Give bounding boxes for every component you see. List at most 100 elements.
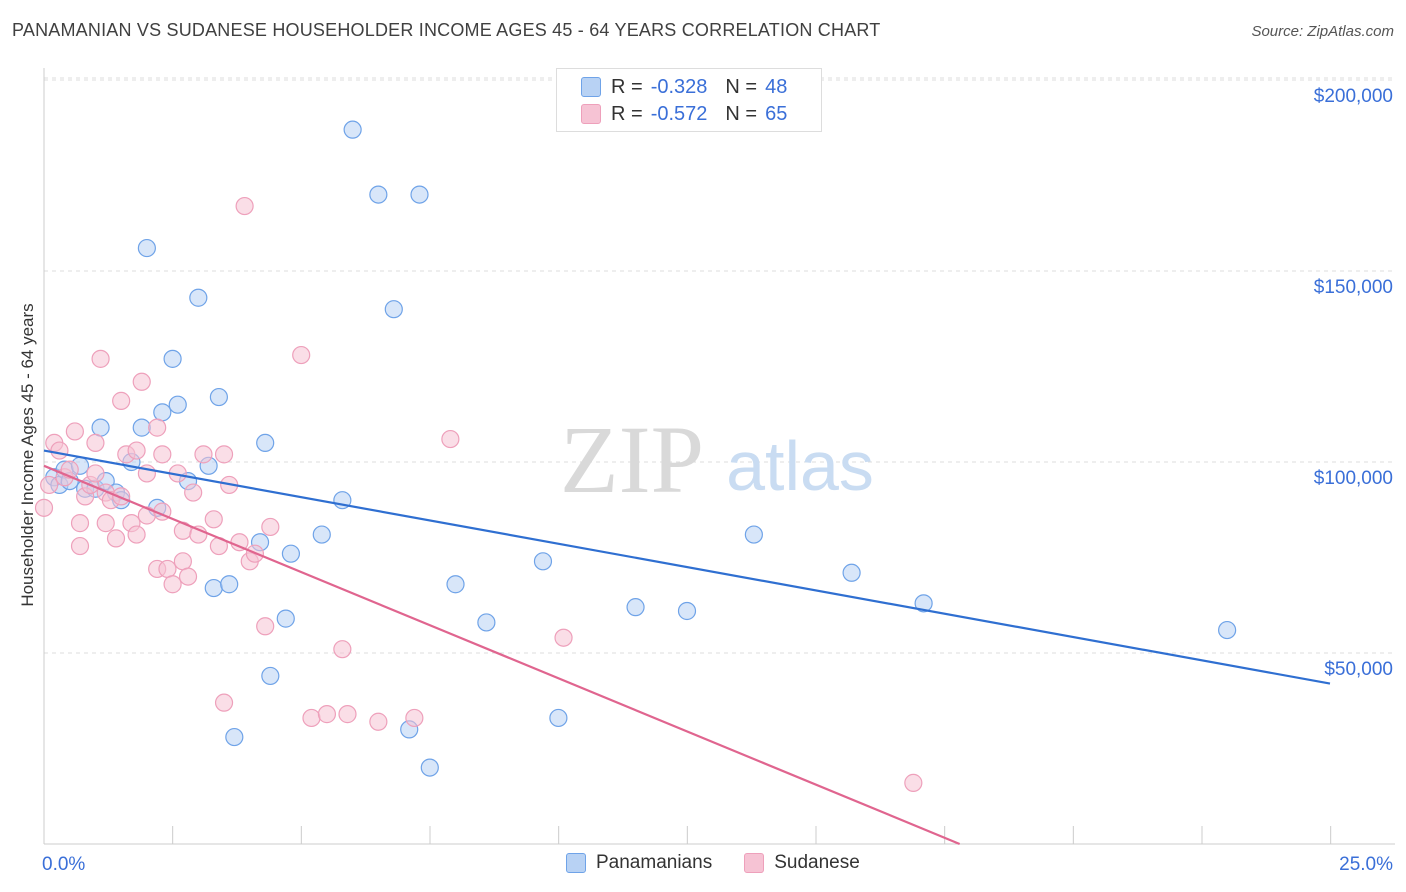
sudanese-point	[178, 567, 198, 586]
sudanese-point	[70, 514, 90, 533]
legend-n-label: N =	[725, 102, 758, 125]
sudanese-point	[163, 575, 182, 594]
sudanese-point	[184, 483, 203, 502]
panamanian-point	[744, 525, 763, 544]
panamanian-point	[312, 525, 331, 544]
panamanian-point	[549, 708, 568, 728]
legend-label-panamanians: Panamanians	[596, 852, 713, 873]
panamanian-point	[91, 418, 110, 437]
sudanese-point	[261, 517, 280, 537]
y-tick-label: $150,000	[1314, 277, 1393, 298]
sudanese-point	[302, 708, 321, 728]
legend-row-sudanese: R = -0.572 N = 65	[581, 102, 787, 126]
sudanese-point	[153, 445, 172, 464]
panamanian-point	[209, 387, 228, 407]
sudanese-point	[405, 708, 424, 728]
stats-legend: R = -0.328 N = 48 R = -0.572 N = 65	[556, 68, 822, 132]
panamanian-point	[1218, 620, 1237, 640]
panamanian-point	[477, 613, 496, 632]
sudanese-point	[112, 391, 131, 410]
sudanese-point	[148, 418, 167, 437]
sudanese-point	[86, 464, 105, 483]
panamanian-point	[225, 727, 244, 747]
legend-swatch-blue	[566, 853, 586, 873]
panamanian-point	[163, 349, 182, 368]
sudanese-point	[256, 617, 275, 636]
panamanian-point	[256, 433, 275, 452]
panamanian-point	[261, 666, 280, 686]
panamanian-point	[369, 185, 388, 204]
sudanese-point	[96, 514, 115, 533]
sudanese-point	[127, 525, 146, 544]
panamanian-point	[220, 575, 239, 594]
sudanese-point	[317, 705, 337, 724]
panamanian-point	[410, 185, 429, 204]
legend-r-value: -0.572	[650, 102, 708, 125]
x-tick-label: 25.0%	[1339, 854, 1393, 875]
sudanese-point	[40, 475, 59, 495]
panamanian-point	[343, 120, 362, 139]
sudanese-point	[91, 349, 110, 368]
panamanian-point	[204, 578, 223, 598]
trend-line-sudanese	[43, 464, 961, 846]
panamanian-point	[626, 598, 645, 617]
sudanese-point	[214, 445, 234, 464]
source-label: Source: ZipAtlas.com	[1251, 23, 1394, 40]
watermark: ZIP atlas	[560, 406, 874, 513]
sudanese-point	[34, 498, 54, 517]
sudanese-point	[441, 429, 460, 449]
legend-r-value: -0.328	[650, 75, 708, 98]
sudanese-point	[173, 552, 192, 571]
panamanian-point	[137, 238, 156, 258]
panamanian-point	[384, 300, 403, 319]
x-tick-label: 0.0%	[42, 854, 85, 875]
legend-item-sudanese[interactable]: Sudanese	[744, 852, 860, 874]
trend-lines	[43, 449, 1331, 846]
sudanese-point	[554, 628, 573, 647]
sudanese-point	[214, 693, 234, 712]
panamanian-point	[533, 552, 553, 571]
legend-swatch-pink	[744, 853, 765, 873]
panamanian-point	[446, 575, 465, 594]
legend-row-panamanians: R = -0.328 N = 48	[581, 75, 787, 99]
sudanese-point	[204, 510, 223, 529]
legend-r-label: R =	[611, 102, 643, 125]
panamanian-point	[153, 403, 172, 422]
panamanian-point	[914, 594, 933, 613]
sudanese-point	[292, 345, 311, 365]
watermark-zip: ZIP	[560, 406, 704, 513]
legend-n-value: 48	[765, 75, 788, 98]
panamanian-point	[420, 758, 439, 777]
watermark-atlas: atlas	[726, 427, 874, 505]
y-tick-label: $200,000	[1314, 86, 1393, 107]
y-tick-label: $100,000	[1314, 468, 1393, 489]
sudanese-point	[158, 559, 177, 579]
legend-swatch-blue	[581, 77, 601, 97]
panamanian-point	[677, 601, 697, 621]
panamanian-point	[842, 563, 861, 582]
sudanese-point	[235, 196, 254, 216]
y-tick-label: $50,000	[1324, 659, 1393, 680]
sudanese-point	[70, 536, 90, 556]
sudanese-point	[338, 705, 357, 724]
sudanese-point	[137, 506, 156, 525]
chart-title: PANAMANIAN VS SUDANESE HOUSEHOLDER INCOM…	[12, 20, 881, 40]
sudanese-point	[369, 712, 388, 731]
panamanian-point	[132, 418, 151, 437]
sudanese-point	[333, 640, 352, 659]
sudanese-point	[86, 433, 105, 452]
axes	[43, 68, 1395, 845]
trend-line-panamanians	[43, 449, 1331, 685]
panamanian-point	[168, 395, 187, 414]
sudanese-point	[132, 372, 151, 391]
sudanese-point	[106, 529, 126, 548]
legend-n-value: 65	[765, 102, 788, 125]
legend-label-sudanese: Sudanese	[774, 852, 860, 873]
sudanese-point	[904, 773, 923, 792]
legend-swatch-pink	[581, 104, 601, 124]
legend-n-label: N =	[725, 75, 758, 98]
legend-r-label: R =	[611, 75, 643, 98]
sudanese-point	[50, 441, 69, 460]
legend-item-panamanians[interactable]: Panamanians	[566, 852, 712, 874]
